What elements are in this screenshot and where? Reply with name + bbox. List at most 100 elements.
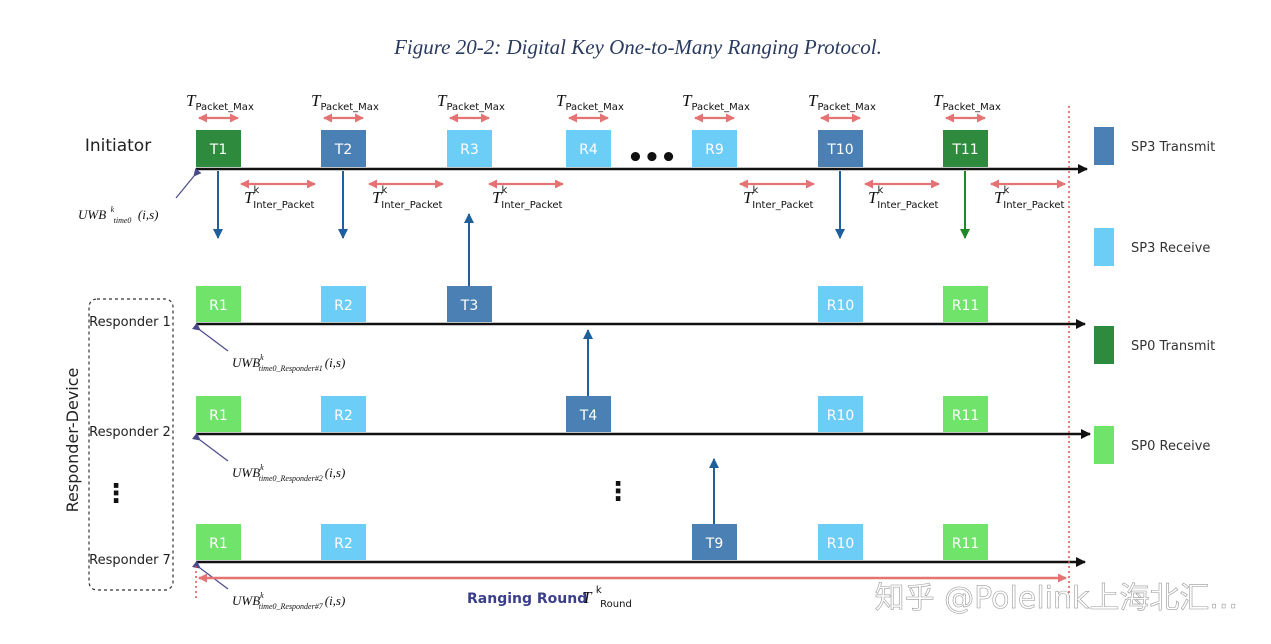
responder-packet-r1: R1 xyxy=(196,396,241,432)
packet-box xyxy=(818,130,863,167)
inter-packet-sup: k xyxy=(1003,185,1009,196)
svg-text:TPacket_Max: TPacket_Max xyxy=(186,91,254,113)
packet-max-sub: Packet_Max xyxy=(320,102,378,113)
inter-packet-annotations: Tk Inter_Packet Tk Inter_Packet Tk Inter_Pack… xyxy=(240,179,1066,211)
packet-box xyxy=(321,130,366,167)
packet-label: R3 xyxy=(460,142,479,158)
responder-packet-r1: R1 xyxy=(196,524,241,560)
uwb-sub: time0 xyxy=(114,216,132,225)
packet-box xyxy=(566,396,611,432)
packet-max-symbol: T xyxy=(933,91,944,110)
packet-label: R11 xyxy=(952,408,980,424)
responder-label: Responder 2 xyxy=(89,425,171,440)
packet-box xyxy=(692,130,737,167)
responder-packet-t9: T9 xyxy=(692,524,737,560)
inter-packet-sup: k xyxy=(253,185,259,196)
uwb-sup: k xyxy=(111,205,115,214)
packet-box xyxy=(447,286,492,322)
inter-packet-sup: k xyxy=(877,185,883,196)
inter-packet-sup: k xyxy=(752,185,758,196)
inter-packet-sub: Inter_Packet xyxy=(381,200,442,211)
inter-packet-annotation: Tk Inter_Packet xyxy=(990,179,1066,211)
responder-packet-t4: T4 xyxy=(566,396,611,432)
packet-max-annotation: TPacket_Max xyxy=(186,91,254,123)
initiator-packets: T1 T2 R3 R4 R9 T10 T11 xyxy=(196,130,988,167)
svg-text:TPacket_Max: TPacket_Max xyxy=(311,91,379,113)
responder-packet-r11: R11 xyxy=(943,524,988,560)
inter-packet-sub: Inter_Packet xyxy=(1003,200,1064,211)
packet-label: R10 xyxy=(827,536,855,552)
middle-vertical-ellipsis: ⋮ xyxy=(605,477,631,507)
ranging-round-label: Ranging Round xyxy=(467,591,587,607)
packet-box xyxy=(321,396,366,432)
uwb-base: UWB xyxy=(232,465,260,480)
inter-packet-sup: k xyxy=(501,185,507,196)
initiator-uwb-time0-label: UWB k time0 (i,s) xyxy=(78,168,202,227)
uwb-sub: time0_Responder#1 xyxy=(259,364,323,373)
packet-label: R11 xyxy=(952,298,980,314)
packet-label: R10 xyxy=(827,298,855,314)
responder-packet-r2: R2 xyxy=(321,524,366,560)
inter-packet-symbol: T xyxy=(492,188,503,207)
packet-box xyxy=(818,286,863,322)
packet-box xyxy=(566,130,611,167)
responder-row-1: Responder 1 R1 R2 T3 R10 R11 UWBk time0_Respond… xyxy=(89,286,1086,373)
svg-text:TPacket_Max: TPacket_Max xyxy=(437,91,505,113)
responder-row-2: Responder 2 R1 R2 T4 R10 R11 UWBk time0_Respond… xyxy=(89,396,1091,483)
packet-max-symbol: T xyxy=(808,91,819,110)
uwb-sub: time0_Responder#7 xyxy=(259,602,324,611)
responder-uwb-time0-label: UWBk time0_Responder#1 (i,s) xyxy=(192,322,345,373)
packet-label: T2 xyxy=(334,142,352,158)
initiator-packet-r4: R4 xyxy=(566,130,611,167)
packet-box xyxy=(321,286,366,322)
packet-label: T11 xyxy=(951,142,978,158)
legend-item-sp0-receive: SP0 Receive xyxy=(1094,426,1210,464)
inter-packet-annotation: Tk Inter_Packet xyxy=(368,179,444,211)
responder-label: Responder 7 xyxy=(89,553,171,568)
inter-packet-sub: Inter_Packet xyxy=(501,200,562,211)
svg-text:TPacket_Max: TPacket_Max xyxy=(933,91,1001,113)
packet-box xyxy=(196,396,241,432)
packet-max-symbol: T xyxy=(682,91,693,110)
initiator-packet-t2: T2 xyxy=(321,130,366,167)
ranging-round-sub: Round xyxy=(600,599,632,610)
inter-packet-annotation: Tk Inter_Packet xyxy=(864,179,940,211)
inter-packet-sub: Inter_Packet xyxy=(253,200,314,211)
packet-max-symbol: T xyxy=(437,91,448,110)
packet-max-annotation: TPacket_Max xyxy=(437,91,505,123)
svg-text:UWB k time0: UWB k time0 (i,s) xyxy=(78,199,158,227)
responder-uwb-time0-label: UWBk time0_Responder#7 (i,s) xyxy=(192,560,345,611)
legend-label: SP3 Receive xyxy=(1131,241,1210,256)
responder-packet-r10: R10 xyxy=(818,286,863,322)
legend-swatch xyxy=(1094,326,1114,364)
initiator-ellipsis: ••• xyxy=(627,143,677,173)
svg-text:TPacket_Max: TPacket_Max xyxy=(808,91,876,113)
packet-label: R1 xyxy=(209,536,228,552)
uwb-sub: time0_Responder#2 xyxy=(259,474,323,483)
packet-box xyxy=(818,524,863,560)
packet-max-sub: Packet_Max xyxy=(446,102,504,113)
packet-label: R2 xyxy=(334,408,353,424)
packet-label: T4 xyxy=(579,408,598,424)
packet-box xyxy=(943,130,988,167)
uwb-sup: k xyxy=(260,353,264,362)
initiator-packet-t1: T1 xyxy=(196,130,241,167)
packet-max-annotation: TPacket_Max xyxy=(682,91,750,123)
packet-label: T10 xyxy=(826,142,853,158)
packet-label: T3 xyxy=(460,298,478,314)
uwb-base: UWB xyxy=(232,355,260,370)
inter-packet-sup: k xyxy=(381,185,387,196)
packet-box xyxy=(818,396,863,432)
initiator-label: Initiator xyxy=(85,136,151,156)
responder-group-box xyxy=(88,298,174,591)
packet-label: T1 xyxy=(209,142,227,158)
packet-box xyxy=(692,524,737,560)
uwb-args: (i,s) xyxy=(325,355,346,370)
initiator-packet-t10: T10 xyxy=(818,130,863,167)
packet-max-sub: Packet_Max xyxy=(691,102,749,113)
